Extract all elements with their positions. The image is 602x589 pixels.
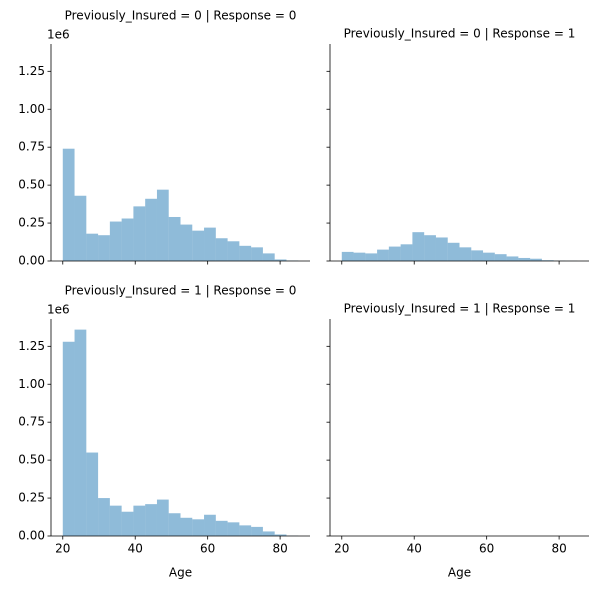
histogram-bar [133, 206, 146, 261]
histogram-bar [98, 498, 110, 536]
histogram-bar [133, 505, 146, 536]
histogram-bar [353, 252, 366, 261]
histogram-bar [447, 242, 460, 261]
y-tick-label: 0.75 [18, 415, 45, 429]
histogram-bar [251, 247, 263, 261]
y-tick-label: 1.25 [18, 64, 45, 78]
histogram-bar [412, 232, 425, 261]
histogram-bar [121, 218, 134, 261]
histogram-bar [215, 520, 228, 536]
histogram-bar [262, 531, 275, 536]
y-tick-label: 0.50 [18, 178, 45, 192]
histogram-bar [86, 452, 99, 536]
y-tick-label: 0.25 [18, 216, 45, 230]
panel-title: Previously_Insured = 1 | Response = 0 [65, 284, 297, 298]
y-offset-label: 1e6 [47, 28, 70, 42]
histogram-bar [377, 249, 389, 261]
x-axis-label: Age [169, 566, 192, 580]
y-offset-label: 1e6 [47, 303, 70, 317]
histogram-bar [121, 511, 134, 536]
panel-title: Previously_Insured = 0 | Response = 0 [65, 9, 297, 23]
histogram-bar [98, 235, 110, 261]
y-tick-label: 1.00 [18, 377, 45, 391]
histogram-bar [62, 341, 75, 536]
x-tick-label: 60 [200, 542, 215, 556]
x-tick-label: 60 [479, 542, 494, 556]
histogram-bar [239, 245, 252, 261]
histogram-bar [494, 254, 507, 261]
histogram-bar [262, 253, 275, 261]
histogram-bar [506, 256, 519, 261]
x-axis-label: Age [448, 566, 471, 580]
panel-title: Previously_Insured = 0 | Response = 1 [344, 27, 576, 41]
x-tick-label: 20 [55, 542, 70, 556]
histogram-bar [341, 251, 354, 261]
histogram-bar [388, 246, 401, 261]
histogram-bar [168, 513, 181, 536]
x-tick-label: 80 [272, 542, 287, 556]
histogram-bar [227, 522, 240, 536]
histogram-bar [215, 238, 228, 261]
histogram-bar [435, 237, 448, 261]
histogram-bar [74, 195, 87, 261]
histogram-bar [145, 198, 157, 261]
histogram-bar [180, 224, 193, 261]
histogram-bar [424, 235, 436, 261]
x-tick-label: 40 [407, 542, 422, 556]
y-tick-label: 1.00 [18, 102, 45, 116]
x-tick-label: 80 [551, 542, 566, 556]
histogram-bar [156, 189, 169, 261]
histogram-bar [74, 329, 87, 536]
histogram-bar [251, 526, 263, 536]
histogram-bar [168, 216, 181, 261]
histogram-bar [192, 519, 205, 536]
histogram-bar [204, 514, 216, 536]
histogram-bar [274, 534, 287, 536]
histogram-bar [192, 230, 205, 261]
panel-title: Previously_Insured = 1 | Response = 1 [344, 302, 576, 316]
histogram-bar [62, 148, 75, 261]
y-tick-label: 0.50 [18, 453, 45, 467]
histogram-bar [109, 505, 122, 536]
histogram-bar [156, 499, 169, 536]
histogram-bar [400, 244, 413, 261]
histogram-bar [86, 233, 99, 261]
histogram-bar [204, 227, 216, 261]
histogram-bar [145, 504, 157, 536]
histogram-bar [530, 258, 542, 261]
x-tick-label: 40 [128, 542, 143, 556]
y-tick-label: 1.25 [18, 339, 45, 353]
histogram-bar [459, 247, 472, 261]
y-tick-label: 0.75 [18, 140, 45, 154]
x-tick-label: 20 [334, 542, 349, 556]
histogram-bar [227, 241, 240, 261]
y-tick-label: 0.00 [18, 254, 45, 268]
histogram-bar [109, 221, 122, 261]
histogram-bar [239, 525, 252, 536]
histogram-bar [518, 257, 531, 261]
histogram-bar [365, 253, 378, 261]
histogram-bar [483, 252, 495, 261]
y-tick-label: 0.25 [18, 491, 45, 505]
y-tick-label: 0.00 [18, 529, 45, 543]
histogram-bar [471, 250, 484, 261]
histogram-bar [274, 259, 287, 261]
histogram-bar [180, 517, 193, 536]
